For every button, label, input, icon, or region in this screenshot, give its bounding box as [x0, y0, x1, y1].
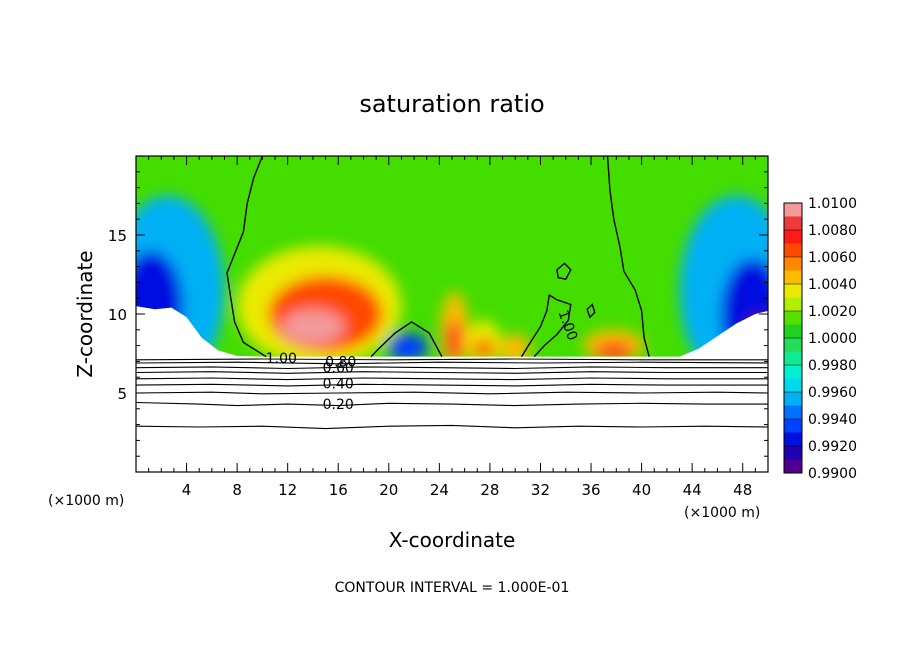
colorbar-swatch	[784, 257, 802, 271]
colorbar-label: 1.0020	[808, 304, 857, 320]
colorbar-label: 1.0040	[808, 277, 857, 293]
contour-line-9	[226, 156, 267, 358]
colorbar-swatch	[784, 365, 802, 379]
x-tick-label: 24	[430, 481, 449, 499]
contour-line-13	[556, 262, 572, 280]
contour-label-4: 0.20	[323, 397, 354, 413]
field-region-9	[594, 342, 633, 359]
colorbar-swatch	[784, 243, 802, 258]
colorbar-swatch	[784, 270, 802, 285]
colorbar-swatch	[784, 324, 802, 339]
colorbar-swatch	[784, 378, 802, 393]
contour-line-14	[586, 303, 596, 319]
x-tick-label: 48	[733, 481, 752, 499]
colorbar-label: 1.0060	[808, 250, 857, 266]
x-tick-label: 4	[182, 481, 192, 499]
x-tick-label: 28	[480, 481, 499, 499]
x-tick-label: 36	[581, 481, 600, 499]
field-region-6	[473, 339, 494, 359]
contour-label-0: 1.00	[266, 351, 297, 367]
x-unit-label-left: (×1000 m)	[48, 493, 124, 509]
x-axis-label: X-coordinate	[389, 528, 516, 552]
colorbar-label: 1.0080	[808, 223, 857, 239]
colorbar-label: 1.0100	[808, 196, 857, 212]
field-region-2	[281, 309, 345, 345]
contour-line-1	[136, 401, 768, 407]
colorbar-swatch	[784, 459, 802, 474]
x-tick-label: 40	[632, 481, 651, 499]
plot-area	[136, 156, 768, 472]
contour-line-11	[606, 156, 650, 357]
colorbar-label: 0.9980	[808, 358, 857, 374]
contour-line-10	[370, 321, 443, 358]
contour-line-4	[136, 377, 768, 381]
unsaturated-region	[136, 306, 768, 472]
contour-line-7	[136, 361, 768, 365]
colorbar-swatch	[784, 311, 802, 325]
colorbar-label: 0.9960	[808, 385, 857, 401]
colorbar-label: 1.0000	[808, 331, 857, 347]
y-tick-label: 5	[117, 385, 127, 403]
chart-title: saturation ratio	[359, 90, 544, 118]
x-tick-label: 8	[232, 481, 242, 499]
colorbar-label: 0.9940	[808, 412, 857, 428]
colorbar-swatch	[784, 351, 802, 366]
x-tick-label: 12	[278, 481, 297, 499]
field-region-4	[446, 320, 463, 362]
contour-line-6	[136, 366, 768, 370]
colorbar-label: 0.9900	[808, 466, 857, 482]
y-axis-label: Z-coordinate	[73, 250, 97, 377]
x-tick-label: 44	[683, 481, 702, 499]
colorbar-swatch	[784, 284, 802, 298]
x-tick-label: 32	[531, 481, 550, 499]
contour-line-12	[520, 293, 572, 358]
field-region-10	[387, 332, 428, 362]
y-tick-label: 15	[108, 227, 127, 245]
contour-label-2: 0.60	[323, 361, 354, 377]
colorbar-swatch	[784, 446, 802, 460]
colorbar-swatch	[784, 392, 802, 406]
colorbar-label: 0.9920	[808, 439, 857, 455]
contour-line-5	[136, 371, 768, 374]
colorbar-swatch	[784, 405, 802, 420]
x-unit-label-right: (×1000 m)	[684, 505, 760, 521]
y-tick-label: 10	[108, 306, 127, 324]
contour-line-8	[136, 358, 768, 361]
contour-line-3	[136, 383, 768, 387]
contour-interval-footer: CONTOUR INTERVAL = 1.000E-01	[335, 580, 570, 596]
x-tick-label: 20	[379, 481, 398, 499]
colorbar-swatch	[784, 297, 802, 312]
contour-line-0	[136, 424, 768, 430]
colorbar-swatch	[784, 216, 802, 231]
x-tick-label: 16	[329, 481, 348, 499]
colorbar-swatch	[784, 419, 802, 433]
colorbar: 1.0100 1.0080 1.0060 1.0040 1.0020 1.0000 0.99…	[783, 196, 857, 482]
colorbar-swatch	[784, 203, 802, 217]
colorbar-swatch	[784, 432, 802, 447]
contour-line-2	[136, 391, 768, 395]
colorbar-swatch	[784, 230, 802, 244]
colorbar-swatch	[784, 338, 802, 352]
contour-label-1: 0.80	[325, 354, 356, 370]
contour-label-3: 0.40	[323, 377, 354, 393]
